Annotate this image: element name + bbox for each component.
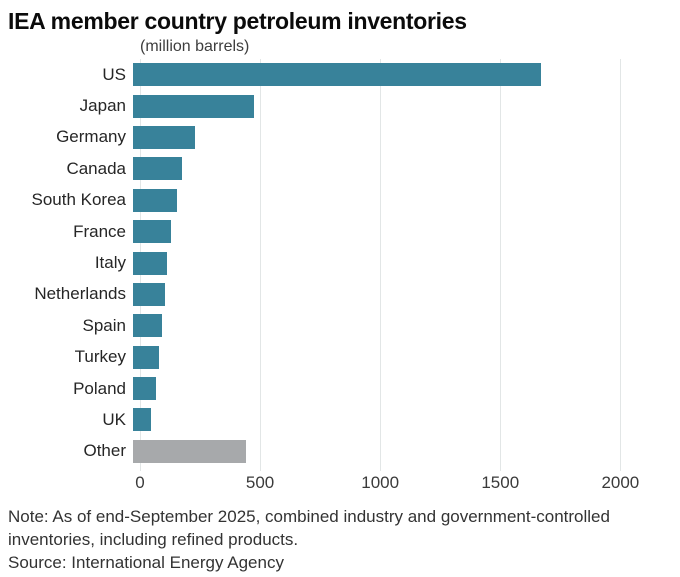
bar-uk [133,408,151,432]
gridline-500 [260,59,262,471]
chart-subtitle: (million barrels) [140,38,250,55]
chart-title: IEA member country petroleum inventories [8,8,467,34]
bar-other [133,439,246,463]
category-label: South Korea [31,190,126,210]
bar-japan [133,94,255,118]
bar-spain [133,314,162,338]
bar-row: Spain [0,310,664,341]
bar-row: Turkey [0,342,664,373]
bar-canada [133,157,183,181]
note-text: Note: As of end-September 2025, combined… [8,507,610,549]
category-label: Other [83,441,126,461]
category-label: Japan [79,96,126,116]
bar-row: Italy [0,247,664,278]
bar-turkey [133,345,160,369]
bar-row: Canada [0,153,664,184]
x-tick-label-1500: 1500 [481,473,520,492]
category-label: Turkey [74,347,126,367]
bar-germany [133,125,196,149]
bar-row: UK [0,404,664,435]
category-label: Canada [66,158,126,178]
bar-row: Poland [0,373,664,404]
bar-south-korea [133,188,178,212]
category-label: Poland [73,378,126,398]
category-label: Spain [82,315,126,335]
bar-chart: US Japan Germany Canada South Korea France Ita… [0,59,680,497]
bar-row: France [0,216,664,247]
bar-row: Other [0,436,664,467]
bar-italy [133,251,167,275]
bar-rows: US Japan Germany Canada South Korea France Ita… [0,59,664,467]
gridline-2000 [620,59,622,471]
chart-container: IEA member country petroleum inventories… [0,8,680,577]
bar-row: Netherlands [0,279,664,310]
category-label: UK [102,409,126,429]
bar-row: Japan [0,90,664,121]
category-label: France [73,221,126,241]
x-axis: 0 500 1000 1500 2000 [135,473,664,497]
gridline-1000 [380,59,382,471]
bar-row: South Korea [0,185,664,216]
bar-us [133,63,542,87]
category-label: Germany [56,127,126,147]
bar-netherlands [133,282,166,306]
x-tick-label-1000: 1000 [361,473,400,492]
category-label: Italy [94,253,126,273]
bar-row: US [0,59,664,90]
bar-france [133,220,172,244]
category-label: US [102,64,126,84]
category-label: Netherlands [34,284,126,304]
x-tick-label-500: 500 [245,473,275,492]
source-text: Source: International Energy Agency [8,553,284,572]
x-tick-label-0: 0 [135,473,145,492]
bar-poland [133,377,156,401]
bar-row: Germany [0,122,664,153]
x-tick-label-2000: 2000 [601,473,640,492]
gridline-1500 [500,59,502,471]
